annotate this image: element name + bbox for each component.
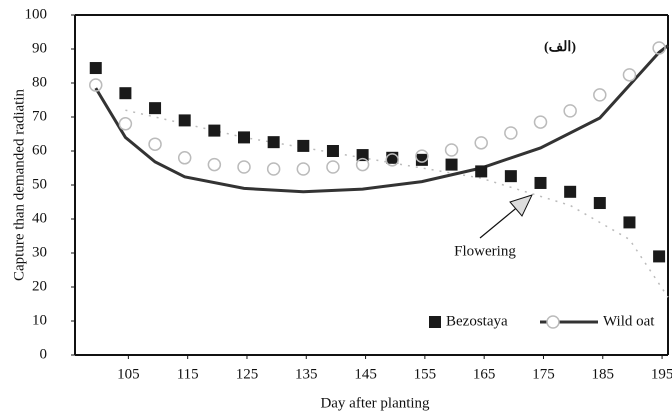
x-tick-label: 105 [117,366,140,382]
x-tick-label: 145 [354,366,377,382]
x-tick-label: 115 [177,366,199,382]
point [622,68,637,82]
point [653,250,666,263]
point [207,157,222,172]
x-tick-label: 175 [532,366,555,382]
x-tick-label: 185 [592,366,615,382]
point [415,149,429,163]
point [118,117,133,131]
point [564,185,577,198]
point [266,162,281,176]
legend-marker [546,315,560,329]
y-tick-label: 60 [32,142,47,158]
point [237,160,251,174]
point [474,136,488,150]
point [177,151,192,165]
x-axis-label: Day after planting [320,395,430,411]
panel-label: (الف) [544,40,576,55]
point [208,124,221,137]
point [178,114,191,127]
point [445,158,458,171]
point [356,149,369,162]
y-tick-label: 80 [32,74,47,90]
x-tick-label: 135 [295,366,318,382]
legend-marker [429,316,441,328]
point [593,197,606,210]
x-tick-label: 155 [414,366,437,382]
point [149,102,162,115]
point [89,78,103,92]
point [504,170,517,183]
point [444,143,459,157]
point [238,131,251,144]
point [593,88,607,102]
y-tick-label: 30 [32,244,47,260]
arrow-line [479,204,521,239]
point [297,139,310,152]
arrow-head [509,194,533,217]
point [296,162,311,176]
point [415,153,428,166]
y-tick-label: 90 [32,40,47,56]
point [385,153,400,167]
point [89,62,102,75]
fit-line [94,44,669,194]
point [148,137,162,151]
x-tick-label: 195 [651,366,672,382]
y-tick-label: 20 [32,278,47,294]
y-tick-label: 0 [40,346,48,362]
point [504,126,518,140]
y-tick-label: 100 [25,6,48,22]
point [652,41,666,55]
fit-line [125,109,669,298]
y-tick-label: 40 [32,210,47,226]
point [475,165,488,178]
x-tick-label: 165 [473,366,496,382]
y-axis-label: Capture than demanded radiatin [11,88,27,281]
point [326,145,339,157]
legend-label: Wild oat [603,313,655,329]
y-tick-label: 70 [32,108,47,124]
point [355,157,370,172]
point [326,160,340,174]
point [119,87,132,100]
annotation: Flowering [454,243,516,259]
point [533,115,548,129]
y-tick-label: 50 [32,176,47,192]
x-tick-label: 125 [236,366,259,382]
point [534,176,547,189]
point [563,104,577,118]
y-tick-label: 10 [32,312,47,328]
point [623,216,636,229]
legend-label: Bezostaya [446,313,508,329]
point [267,136,280,149]
